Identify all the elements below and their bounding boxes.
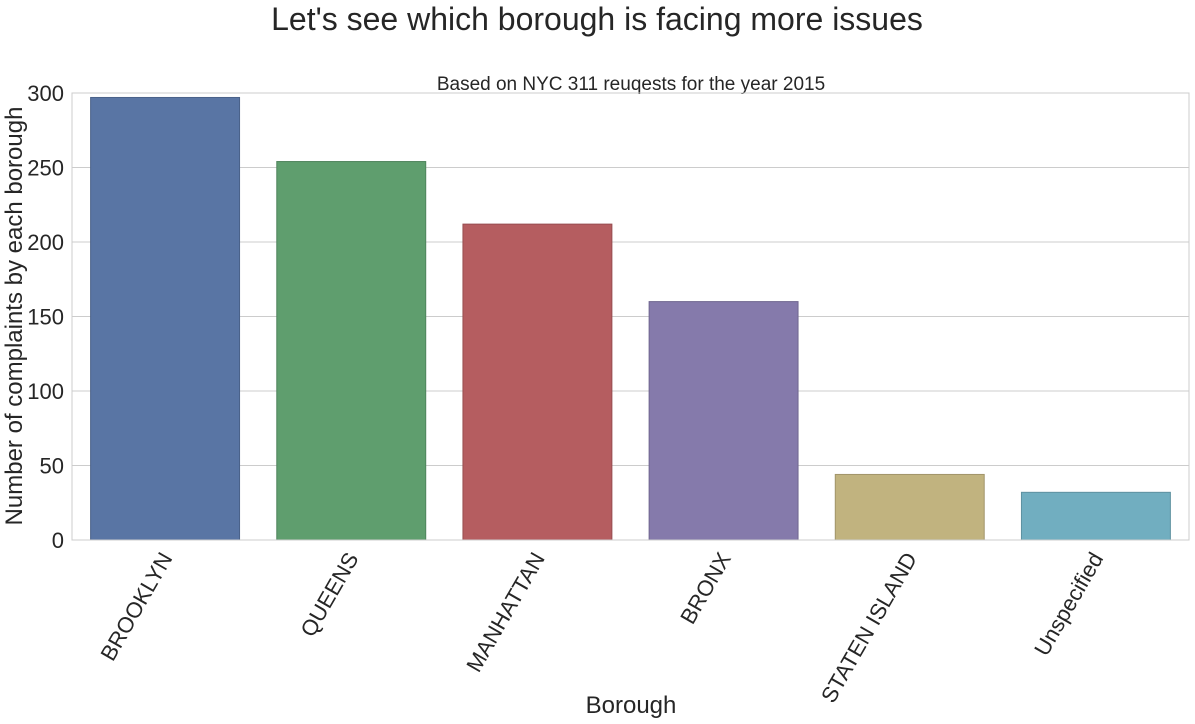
x-axis-label: Borough bbox=[586, 692, 677, 719]
y-axis-label: Number of complaints by each borough bbox=[1, 107, 28, 526]
x-tick-label: BROOKLYN bbox=[95, 548, 177, 665]
y-tick-label: 150 bbox=[27, 305, 64, 330]
y-tick-label: 250 bbox=[27, 156, 64, 181]
x-tick-labels: BROOKLYN QUEENS MANHATTAN BRONX STATEN ISLAN… bbox=[95, 548, 1108, 707]
chart-title: Based on NYC 311 reuqests for the year 2… bbox=[437, 74, 825, 95]
bar-unspecified bbox=[1021, 492, 1170, 540]
y-tick-label: 0 bbox=[52, 528, 64, 553]
y-tick-label: 50 bbox=[40, 454, 64, 479]
chart-suptitle: Let's see which borough is facing more i… bbox=[271, 1, 923, 37]
bar-manhattan bbox=[463, 224, 612, 540]
y-tick-labels: 0 50 100 150 200 250 300 bbox=[27, 81, 64, 553]
x-tick-label: MANHATTAN bbox=[461, 548, 549, 676]
x-tick-label: BRONX bbox=[675, 548, 736, 629]
y-tick-label: 200 bbox=[27, 230, 64, 255]
bar-staten-island bbox=[835, 474, 984, 540]
bar-bronx bbox=[649, 302, 798, 540]
x-tick-label: STATEN ISLAND bbox=[816, 548, 922, 707]
bar-brooklyn bbox=[91, 97, 240, 540]
y-tick-label: 300 bbox=[27, 81, 64, 106]
x-tick-label: QUEENS bbox=[295, 548, 363, 641]
x-tick-label: Unspecified bbox=[1029, 548, 1108, 660]
y-tick-label: 100 bbox=[27, 379, 64, 404]
bar-queens bbox=[277, 162, 426, 540]
bars bbox=[91, 97, 1171, 540]
